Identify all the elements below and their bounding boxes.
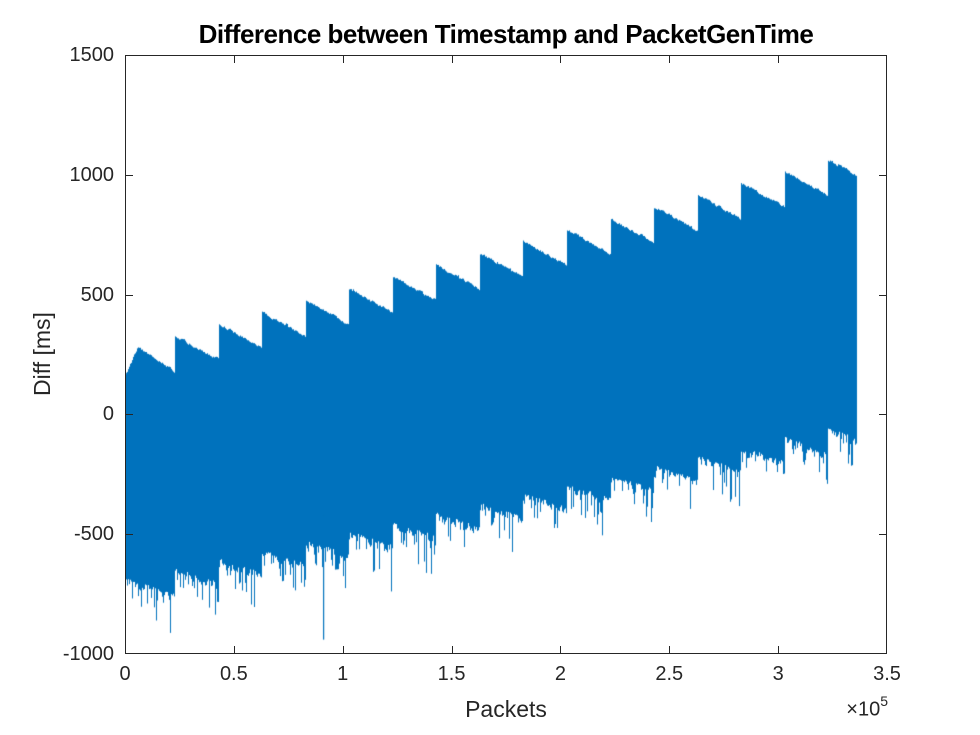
y-tick-label: 1500 <box>69 44 115 66</box>
y-tick-label: 0 <box>102 403 114 426</box>
x-axis-multiplier: ×105 <box>700 693 888 722</box>
x-tick-label: 0.5 <box>219 663 248 685</box>
x-tick-label: 1.5 <box>437 663 466 685</box>
series-waveform <box>125 55 887 654</box>
x-tick-label: 3 <box>772 663 784 685</box>
y-tick-label: 500 <box>80 283 114 306</box>
y-tick-label: -1000 <box>62 643 114 665</box>
multiplier-exponent: 5 <box>880 693 888 709</box>
axes-box <box>125 55 887 654</box>
x-tick-label: 2 <box>554 663 566 685</box>
multiplier-base: ×10 <box>846 698 881 721</box>
plot-area <box>125 55 887 654</box>
y-tick-label: -500 <box>73 523 114 546</box>
x-axis-label: Packets <box>465 696 547 722</box>
x-tick-label: 1 <box>337 663 349 685</box>
x-tick-label: 0 <box>119 663 131 685</box>
y-tick-label: 1000 <box>69 163 115 186</box>
x-tick-label: 2.5 <box>655 663 684 685</box>
chart-title: Difference between Timestamp and PacketG… <box>198 19 814 49</box>
x-tick-label: 3.5 <box>873 663 901 685</box>
